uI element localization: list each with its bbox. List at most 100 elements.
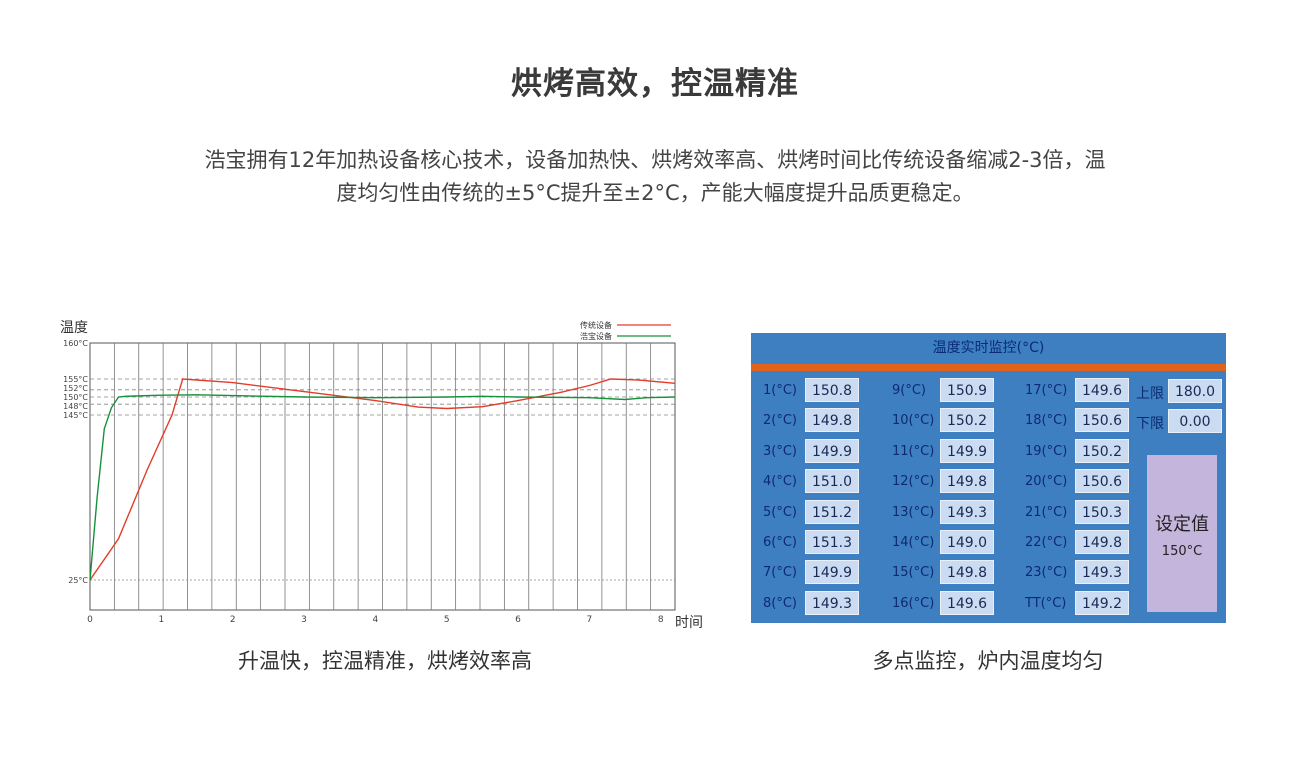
series-point xyxy=(171,414,173,416)
monitor-panel-title: 温度实时监控(°C) xyxy=(932,340,1045,356)
sensor-label: 10(°C) xyxy=(892,413,935,429)
chart-caption: 升温快，控温精准，烘烤效率高 xyxy=(238,649,532,673)
sensor-label: TT(°C) xyxy=(1025,595,1067,611)
series-point xyxy=(103,428,105,430)
sensor-label: 23(°C) xyxy=(1025,565,1068,581)
series-point xyxy=(610,378,612,380)
y-tick-label: 160°C xyxy=(63,339,88,348)
series-point xyxy=(674,396,676,398)
sensor-label: 3(°C) xyxy=(763,443,797,459)
sensor-value-field[interactable]: 149.6 xyxy=(940,590,994,615)
x-tick-label: 3 xyxy=(301,615,307,625)
series-point xyxy=(125,395,127,397)
sensor-value-field[interactable]: 150.2 xyxy=(940,408,994,433)
x-tick-label: 0 xyxy=(87,615,93,625)
sensor-label: 18(°C) xyxy=(1025,413,1068,429)
series-point xyxy=(303,391,305,393)
sensor-value-field[interactable]: 149.3 xyxy=(940,499,994,524)
sensor-label: 7(°C) xyxy=(763,565,797,581)
sensor-value-field[interactable]: 149.8 xyxy=(940,469,994,494)
sensor-label: 9(°C) xyxy=(892,383,926,398)
page-title: 烘烤高效，控温精准 xyxy=(511,66,799,102)
sensor-value-field[interactable]: 149.0 xyxy=(940,530,994,554)
series-point xyxy=(232,394,234,397)
setpoint-box[interactable]: 设定值 150°C xyxy=(1147,455,1217,612)
series-point xyxy=(638,379,640,381)
sensor-value-field[interactable]: 151.2 xyxy=(805,499,859,524)
y-tick-label: 152°C xyxy=(63,384,88,393)
series-point xyxy=(517,400,519,402)
panel-caption: 多点监控，炉内温度均匀 xyxy=(872,649,1104,673)
sensor-value-field[interactable]: 151.3 xyxy=(805,530,859,554)
series-point xyxy=(374,400,376,402)
x-tick-label: 8 xyxy=(658,615,664,625)
y-axis-label: 温度 xyxy=(60,320,88,336)
sensor-value-field[interactable]: 150.9 xyxy=(940,378,994,402)
y-tick-label: 148°C xyxy=(63,402,88,411)
sensor-label: 16(°C) xyxy=(892,595,935,611)
x-tick-label: 7 xyxy=(587,615,593,625)
description: 浩宝拥有12年加热设备核心技术，设备加热快、烘烤效率高、烘烤时间比传统设备缩减2… xyxy=(140,144,1170,210)
sensor-value-field[interactable]: 151.0 xyxy=(805,469,859,494)
sensor-label: 12(°C) xyxy=(892,474,935,490)
sensor-value-field[interactable]: 150.3 xyxy=(1075,499,1129,524)
setpoint-value: 150°C xyxy=(1161,544,1203,559)
series-point xyxy=(588,384,590,387)
lower-limit-label: 下限 xyxy=(1136,416,1164,432)
sensor-value-field[interactable]: 149.9 xyxy=(805,560,859,585)
sensor-value-field[interactable]: 150.6 xyxy=(1075,469,1129,494)
sensor-value-field[interactable]: 149.8 xyxy=(805,408,859,433)
sensor-label: 11(°C) xyxy=(892,443,935,459)
series-point xyxy=(146,469,148,471)
sensor-label: 2(°C) xyxy=(763,413,797,429)
x-tick-label: 5 xyxy=(444,615,450,625)
sensor-value-field[interactable]: 150.6 xyxy=(1075,408,1129,433)
sensor-value-field[interactable]: 149.2 xyxy=(1075,590,1129,615)
y-tick-label: 25°C xyxy=(68,576,88,585)
sensor-label: 14(°C) xyxy=(892,535,935,550)
sensor-value-field[interactable]: 149.9 xyxy=(940,438,994,463)
setpoint-label: 设定值 xyxy=(1155,514,1209,535)
series-point xyxy=(374,397,376,399)
sensor-value-field[interactable]: 150.2 xyxy=(1075,438,1129,463)
x-tick-label: 2 xyxy=(230,615,236,625)
legend-label: 传统设备 xyxy=(580,320,612,330)
sensor-value-field[interactable]: 149.3 xyxy=(805,590,859,615)
sensor-label: 22(°C) xyxy=(1025,535,1068,550)
description-line-1: 浩宝拥有12年加热设备核心技术，设备加热快、烘烤效率高、烘烤时间比传统设备缩减2… xyxy=(204,148,1106,172)
x-axis-label: 时间 xyxy=(675,615,703,631)
upper-limit-field[interactable]: 180.0 xyxy=(1168,379,1222,403)
description-line-2: 度均匀性由传统的±5°C提升至±2°C，产能大幅度提升品质更稳定。 xyxy=(336,181,974,205)
sensor-value-field[interactable]: 149.9 xyxy=(805,438,859,463)
series-point xyxy=(96,496,98,499)
sensor-value-field[interactable]: 149.8 xyxy=(940,560,994,585)
sensor-label: 19(°C) xyxy=(1025,443,1068,459)
legend-label: 浩宝设备 xyxy=(580,331,612,341)
series-point xyxy=(117,538,120,540)
sensor-value-field[interactable]: 149.8 xyxy=(1075,530,1129,554)
monitor-panel-accent-bar xyxy=(751,364,1226,371)
sensor-label: 8(°C) xyxy=(763,595,797,611)
series-point xyxy=(517,396,519,398)
series-point xyxy=(674,382,676,384)
series-point xyxy=(160,394,162,396)
series-point xyxy=(110,407,113,409)
monitor-panel: 温度实时监控(°C) 上限 180.0 下限 0.00 设定值 150°C 1(… xyxy=(751,333,1226,623)
sensor-value-field[interactable]: 149.3 xyxy=(1075,560,1129,585)
x-tick-label: 1 xyxy=(158,615,164,625)
series-point xyxy=(645,397,648,399)
y-tick-label: 145°C xyxy=(63,411,88,420)
sensor-value-field[interactable]: 150.8 xyxy=(805,378,859,402)
series-point xyxy=(196,394,198,396)
y-tick-label: 150°C xyxy=(63,393,88,402)
series-point xyxy=(446,396,448,398)
sensor-label: 17(°C) xyxy=(1025,383,1068,398)
lower-limit-field[interactable]: 0.00 xyxy=(1168,409,1222,433)
sensor-value-field[interactable]: 149.6 xyxy=(1075,378,1129,402)
sensor-label: 1(°C) xyxy=(763,383,797,398)
series-point xyxy=(588,397,590,399)
series-line xyxy=(89,394,676,581)
sensor-label: 5(°C) xyxy=(763,504,797,520)
x-tick-label: 4 xyxy=(372,615,378,625)
series-point xyxy=(303,396,305,398)
